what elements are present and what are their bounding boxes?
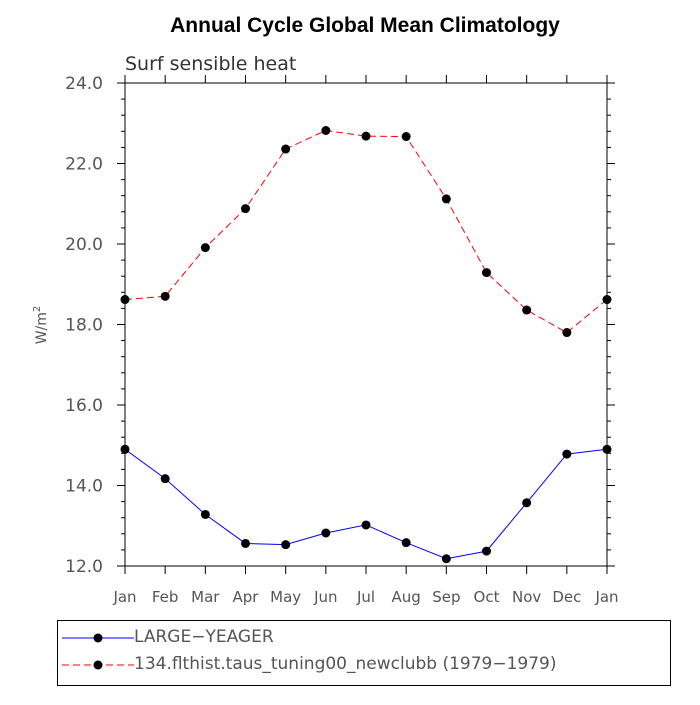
data-point-0-2 bbox=[200, 509, 210, 519]
y-tick-label: 12.0 bbox=[65, 557, 103, 577]
legend-box: LARGE−YEAGER 134.flthist.taus_tuning00_n… bbox=[57, 620, 671, 686]
y-tick-label: 22.0 bbox=[65, 155, 103, 175]
data-point-1-2 bbox=[200, 243, 210, 253]
x-tick-label: Dec bbox=[552, 588, 581, 606]
x-tick-label: Aug bbox=[392, 588, 421, 606]
legend-label-large-yeager: LARGE−YEAGER bbox=[134, 627, 274, 647]
data-point-0-11 bbox=[562, 449, 572, 459]
data-point-1-8 bbox=[441, 194, 451, 204]
legend-swatch-134-flthist bbox=[62, 660, 134, 670]
chart-title: Annual Cycle Global Mean Climatology bbox=[170, 14, 560, 37]
data-point-1-0 bbox=[120, 295, 130, 305]
data-point-0-8 bbox=[441, 554, 451, 564]
x-tick-label: Jun bbox=[313, 588, 337, 606]
data-point-1-1 bbox=[160, 291, 170, 301]
data-point-1-12 bbox=[602, 295, 612, 305]
x-tick-label: Oct bbox=[474, 588, 500, 606]
data-point-0-7 bbox=[401, 538, 411, 548]
data-point-0-5 bbox=[321, 528, 331, 538]
y-axis-label-superscript: 2 bbox=[32, 306, 43, 312]
y-tick-label: 20.0 bbox=[65, 235, 103, 255]
data-point-0-1 bbox=[160, 474, 170, 484]
y-tick-label: 24.0 bbox=[65, 74, 103, 94]
x-tick-label: May bbox=[270, 588, 301, 606]
data-point-1-3 bbox=[241, 204, 250, 214]
data-point-0-4 bbox=[281, 540, 291, 550]
data-point-1-7 bbox=[401, 132, 411, 142]
data-point-1-5 bbox=[321, 125, 331, 135]
x-tick-label: Jul bbox=[356, 588, 375, 606]
x-tick-label: Sep bbox=[432, 588, 460, 606]
series-line-1 bbox=[124, 129, 608, 334]
y-tick-label: 14.0 bbox=[65, 477, 103, 497]
axis-ticks: 12.0 14.0 16.0 18.0 20.0 22.0 24.0 Jan Feb Mar Apr… bbox=[65, 74, 618, 606]
y-axis-label: W/m2 bbox=[32, 306, 50, 345]
series-layer bbox=[120, 125, 612, 564]
data-point-1-10 bbox=[522, 305, 532, 315]
data-point-1-6 bbox=[361, 131, 371, 141]
x-tick-label: Mar bbox=[191, 588, 220, 606]
x-tick-label: Jan bbox=[112, 588, 136, 606]
legend-label-134-flthist: 134.flthist.taus_tuning00_newclubb (1979… bbox=[134, 654, 557, 674]
data-point-0-9 bbox=[482, 546, 491, 556]
legend-marker-large-yeager bbox=[93, 633, 103, 643]
legend-marker-134-flthist bbox=[93, 660, 103, 670]
data-point-0-0 bbox=[120, 444, 130, 454]
data-point-0-3 bbox=[241, 538, 250, 548]
data-point-0-10 bbox=[522, 498, 532, 508]
legend-swatch-large-yeager bbox=[62, 633, 134, 643]
data-point-1-11 bbox=[562, 328, 572, 338]
data-point-1-9 bbox=[482, 268, 491, 278]
series-line-0 bbox=[124, 448, 608, 560]
y-axis-label-text: W/m bbox=[34, 312, 50, 344]
data-point-1-4 bbox=[281, 144, 291, 154]
y-tick-label: 16.0 bbox=[65, 396, 103, 416]
y-tick-label: 18.0 bbox=[65, 316, 103, 336]
data-point-0-6 bbox=[361, 520, 371, 530]
data-point-0-12 bbox=[602, 444, 612, 454]
x-tick-label: Feb bbox=[152, 588, 179, 606]
chart-subtitle: Surf sensible heat bbox=[125, 53, 296, 75]
x-tick-label: Jan bbox=[594, 588, 618, 606]
x-tick-label: Nov bbox=[512, 588, 541, 606]
x-tick-label: Apr bbox=[233, 588, 260, 606]
